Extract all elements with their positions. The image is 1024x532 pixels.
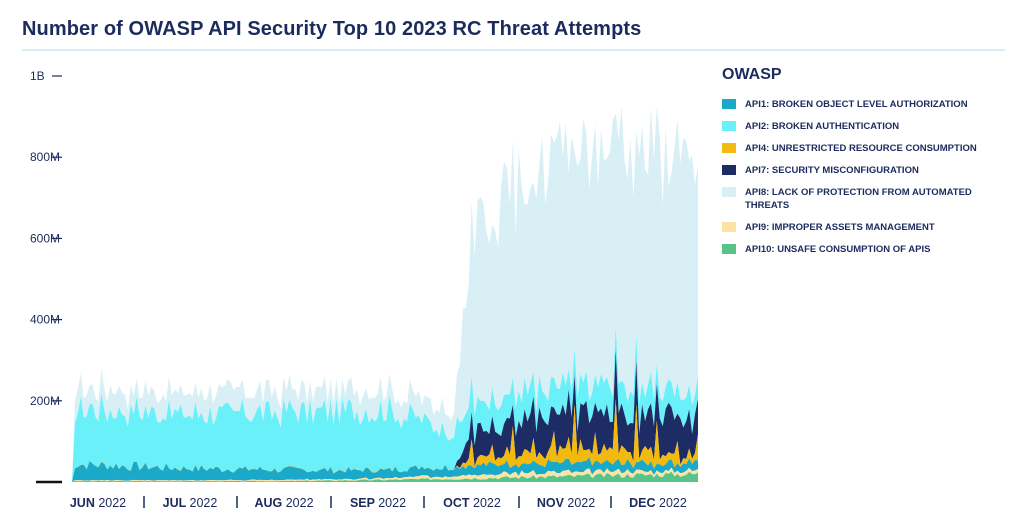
- x-tick-label: JUL 2022: [163, 496, 218, 510]
- x-tick-label: SEP 2022: [350, 496, 406, 510]
- area-series-api2: [72, 327, 698, 482]
- x-tick-label: AUG 2022: [254, 496, 313, 510]
- legend-swatch: [722, 121, 736, 131]
- area-series-api7: [72, 350, 698, 482]
- legend-item-api10: API10: UNSAFE CONSUMPTION OF APIS: [722, 243, 1012, 256]
- legend: OWASP API1: BROKEN OBJECT LEVEL AUTHORIZ…: [722, 66, 1012, 265]
- legend-swatch: [722, 187, 736, 197]
- y-tick-label: 400M: [30, 313, 60, 327]
- chart-area: 200M 400M 600M 800M 1B JUN 2022 JUL 2022 AUG 2…: [30, 69, 698, 510]
- y-axis: 200M 400M 600M 800M 1B: [30, 69, 62, 484]
- x-axis: JUN 2022 JUL 2022 AUG 2022 SEP 2022 OCT 2022…: [70, 496, 687, 510]
- area-series-api10: [72, 471, 698, 482]
- legend-swatch: [722, 244, 736, 254]
- legend-swatch: [722, 222, 736, 232]
- legend-label: API9: IMPROPER ASSETS MANAGEMENT: [745, 222, 935, 233]
- y-tick-label: 1B: [30, 69, 45, 83]
- legend-swatch: [722, 99, 736, 109]
- x-tick-label: JUN 2022: [70, 496, 126, 510]
- legend-swatch: [722, 165, 736, 175]
- legend-item-api4: API4: UNRESTRICTED RESOURCE CONSUMPTION: [722, 142, 1012, 155]
- legend-title: OWASP: [722, 66, 782, 83]
- legend-item-api7: API7: SECURITY MISCONFIGURATION: [722, 164, 1012, 177]
- x-tick-label: NOV 2022: [537, 496, 595, 510]
- area-series-api1: [72, 457, 698, 482]
- area-series-api8: [72, 105, 698, 482]
- legend-item-api2: API2: BROKEN AUTHENTICATION: [722, 120, 1012, 133]
- legend-item-api1: API1: BROKEN OBJECT LEVEL AUTHORIZATION: [722, 98, 1012, 111]
- x-tick-label: OCT 2022: [443, 496, 501, 510]
- legend-label: API4: UNRESTRICTED RESOURCE CONSUMPTION: [745, 143, 977, 154]
- y-tick-label: 800M: [30, 150, 60, 164]
- x-tick-label: DEC 2022: [629, 496, 687, 510]
- y-tick-label: 600M: [30, 231, 60, 245]
- legend-item-api9: API9: IMPROPER ASSETS MANAGEMENT: [722, 221, 1012, 234]
- chart-title: Number of OWASP API Security Top 10 2023…: [22, 18, 642, 40]
- legend-label: API2: BROKEN AUTHENTICATION: [745, 121, 900, 132]
- legend-label: API8: LACK OF PROTECTION FROM AUTOMATED …: [745, 187, 972, 211]
- title-divider: [22, 49, 1005, 51]
- stacked-areas: [72, 105, 698, 482]
- legend-item-api8: API8: LACK OF PROTECTION FROM AUTOMATED …: [722, 186, 1012, 212]
- legend-items: API1: BROKEN OBJECT LEVEL AUTHORIZATION A…: [722, 98, 1012, 256]
- legend-label: API10: UNSAFE CONSUMPTION OF APIS: [745, 244, 931, 255]
- area-series-api4: [72, 398, 698, 482]
- legend-swatch: [722, 143, 736, 153]
- legend-label: API7: SECURITY MISCONFIGURATION: [745, 165, 919, 176]
- legend-label: API1: BROKEN OBJECT LEVEL AUTHORIZATION: [745, 99, 968, 110]
- y-tick-label: 200M: [30, 394, 60, 408]
- area-series-api9: [72, 467, 698, 482]
